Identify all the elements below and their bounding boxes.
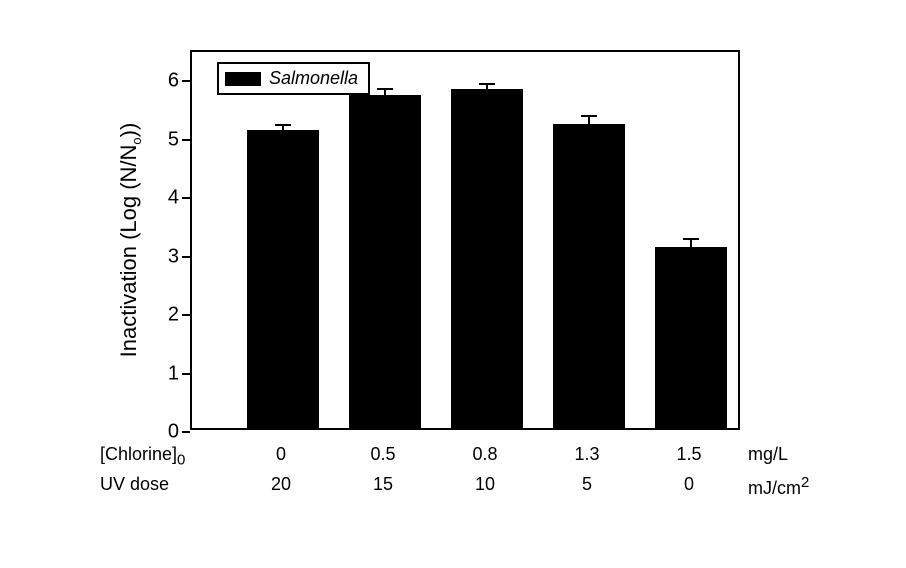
error-bar-stem bbox=[384, 89, 386, 99]
bar bbox=[553, 124, 624, 428]
y-tick bbox=[182, 139, 190, 141]
legend: Salmonella bbox=[217, 62, 370, 95]
legend-swatch bbox=[225, 72, 261, 86]
y-tick bbox=[182, 314, 190, 316]
x-value: 1.3 bbox=[574, 444, 599, 465]
x-unit: mg/L bbox=[748, 444, 788, 465]
error-bar-cap bbox=[683, 238, 699, 240]
y-tick-label: 4 bbox=[157, 187, 179, 210]
error-bar-cap bbox=[275, 124, 291, 126]
bar bbox=[655, 247, 726, 428]
x-value: 5 bbox=[582, 474, 592, 495]
y-tick-label: 2 bbox=[157, 304, 179, 327]
x-value: 1.5 bbox=[676, 444, 701, 465]
error-bar-stem bbox=[486, 84, 488, 93]
legend-label: Salmonella bbox=[269, 68, 358, 89]
error-bar-stem bbox=[282, 125, 284, 134]
y-tick-label: 3 bbox=[157, 245, 179, 268]
bar bbox=[451, 89, 522, 428]
y-tick bbox=[182, 431, 190, 433]
y-axis-label: Inactivation (Log (N/No)) bbox=[116, 123, 144, 358]
error-bar-cap bbox=[581, 115, 597, 117]
error-bar-cap bbox=[479, 83, 495, 85]
y-tick-label: 5 bbox=[157, 128, 179, 151]
y-tick-label: 1 bbox=[157, 362, 179, 385]
x-value: 10 bbox=[475, 474, 495, 495]
y-tick bbox=[182, 373, 190, 375]
x-value: 0 bbox=[684, 474, 694, 495]
x-value: 15 bbox=[373, 474, 393, 495]
bar-chart: Inactivation (Log (N/No)) Salmonella 012… bbox=[100, 40, 800, 520]
y-tick-label: 6 bbox=[157, 70, 179, 93]
plot-area: Salmonella 0123456 bbox=[190, 50, 740, 430]
x-value: 0.8 bbox=[472, 444, 497, 465]
x-row-label: [Chlorine]0 bbox=[100, 444, 185, 469]
y-tick bbox=[182, 256, 190, 258]
x-value: 0.5 bbox=[370, 444, 395, 465]
bar bbox=[349, 95, 420, 428]
y-tick bbox=[182, 80, 190, 82]
bar bbox=[247, 130, 318, 428]
x-unit: mJ/cm2 bbox=[748, 474, 809, 499]
error-bar-stem bbox=[588, 116, 590, 128]
error-bar-cap bbox=[377, 88, 393, 90]
y-tick-label: 0 bbox=[157, 421, 179, 444]
y-tick bbox=[182, 197, 190, 199]
x-row-label: UV dose bbox=[100, 474, 169, 495]
x-value: 20 bbox=[271, 474, 291, 495]
x-value: 0 bbox=[276, 444, 286, 465]
error-bar-stem bbox=[690, 239, 692, 251]
